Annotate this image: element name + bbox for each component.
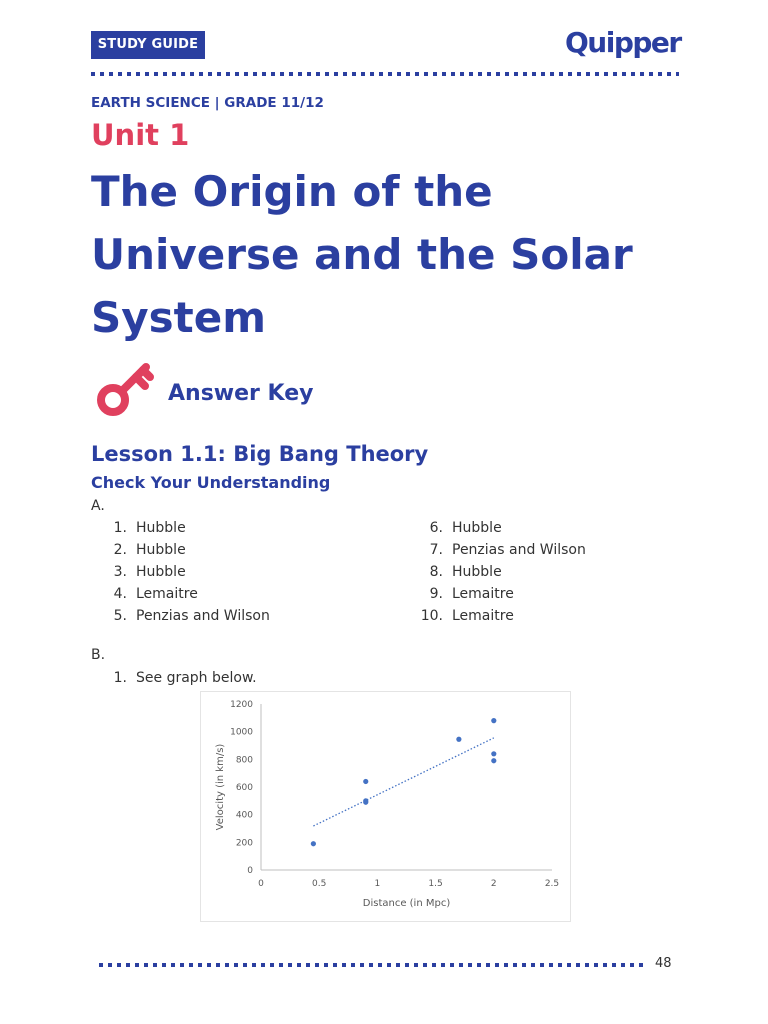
item-text: Lemaitre xyxy=(452,608,514,624)
section-a-label: A. xyxy=(91,498,105,514)
list-item: 1. Hubble xyxy=(103,517,270,539)
section-b-label: B. xyxy=(91,647,106,663)
lesson-heading: Lesson 1.1: Big Bang Theory xyxy=(91,442,429,466)
x-tick-label: 1 xyxy=(375,879,381,889)
list-item: 5. Penzias and Wilson xyxy=(103,605,270,627)
item-number: 3. xyxy=(113,564,127,580)
item-text: Hubble xyxy=(136,542,186,558)
data-point xyxy=(491,751,497,757)
x-tick-labels: 0 0.5 1 1.5 2 2.5 xyxy=(258,879,559,889)
scatter-plot: 0 0.5 1 1.5 2 2.5 0 200 400 600 800 1000 1200 Dista… xyxy=(215,700,559,909)
data-point xyxy=(310,841,316,847)
check-understanding-heading: Check Your Understanding xyxy=(91,473,331,492)
y-tick-label: 1000 xyxy=(230,728,253,738)
item-number: 7. xyxy=(429,542,443,558)
item-number: 5. xyxy=(113,608,127,624)
item-text: Lemaitre xyxy=(452,586,514,602)
study-guide-badge: STUDY GUIDE xyxy=(91,31,205,59)
page-number: 48 xyxy=(655,956,672,971)
y-tick-label: 600 xyxy=(236,783,253,793)
list-item: 4. Lemaitre xyxy=(103,583,270,605)
list-item: 6. Hubble xyxy=(419,517,586,539)
y-axis-label: Velocity (in km/s) xyxy=(215,744,226,831)
x-tick-label: 0 xyxy=(258,879,264,889)
bottom-dotted-divider xyxy=(99,963,643,967)
item-text: Hubble xyxy=(452,564,502,580)
x-tick-label: 0.5 xyxy=(312,879,326,889)
y-tick-label: 800 xyxy=(236,755,253,765)
x-axis-label: Distance (in Mpc) xyxy=(363,898,451,909)
list-item: 3. Hubble xyxy=(103,561,270,583)
answers-left-list: 1. Hubble 2. Hubble 3. Hubble 4. Lemaitre 5.… xyxy=(103,517,270,627)
key-icon xyxy=(96,358,156,424)
item-number: 10. xyxy=(420,608,443,624)
y-tick-label: 200 xyxy=(236,838,253,848)
list-item: 1. See graph below. xyxy=(103,667,257,689)
y-tick-label: 0 xyxy=(247,866,253,876)
y-tick-label: 400 xyxy=(236,811,253,821)
item-text: Hubble xyxy=(136,564,186,580)
item-text: Hubble xyxy=(136,520,186,536)
item-text: See graph below. xyxy=(136,670,257,686)
trendline xyxy=(313,737,495,827)
answer-key-heading: Answer Key xyxy=(168,381,314,406)
item-number: 1. xyxy=(113,670,127,686)
data-point xyxy=(491,758,497,764)
data-point xyxy=(363,799,369,805)
page-title: The Origin of the Universe and the Solar… xyxy=(91,167,633,342)
item-text: Penzias and Wilson xyxy=(136,608,270,624)
item-text: Lemaitre xyxy=(136,586,198,602)
item-text: Hubble xyxy=(452,520,502,536)
list-item: 9. Lemaitre xyxy=(419,583,586,605)
x-tick-label: 2.5 xyxy=(545,879,559,889)
item-number: 6. xyxy=(429,520,443,536)
list-item: 10. Lemaitre xyxy=(419,605,586,627)
data-points xyxy=(310,718,497,847)
y-tick-label: 1200 xyxy=(230,700,253,710)
list-item: 7. Penzias and Wilson xyxy=(419,539,586,561)
unit-label: Unit 1 xyxy=(91,118,190,152)
list-item: 2. Hubble xyxy=(103,539,270,561)
answers-right-list: 6. Hubble 7. Penzias and Wilson 8. Hubble 9… xyxy=(419,517,586,627)
subject-grade-label: EARTH SCIENCE | GRADE 11/12 xyxy=(91,95,324,111)
item-number: 1. xyxy=(113,520,127,536)
quipper-logo: Quipper xyxy=(565,26,682,59)
data-point xyxy=(491,718,497,724)
data-point xyxy=(456,736,462,742)
item-text: Penzias and Wilson xyxy=(452,542,586,558)
top-dotted-divider xyxy=(91,72,679,76)
item-number: 2. xyxy=(113,542,127,558)
item-number: 9. xyxy=(429,586,443,602)
section-b-list: 1. See graph below. xyxy=(103,667,257,689)
x-tick-label: 2 xyxy=(491,879,497,889)
list-item: 8. Hubble xyxy=(419,561,586,583)
y-tick-labels: 0 200 400 600 800 1000 1200 xyxy=(230,700,253,876)
data-point xyxy=(363,778,369,785)
item-number: 4. xyxy=(113,586,127,602)
x-tick-label: 1.5 xyxy=(428,879,442,889)
item-number: 8. xyxy=(429,564,443,580)
hubble-chart: 0 0.5 1 1.5 2 2.5 0 200 400 600 800 1000 1200 Dista… xyxy=(200,691,571,922)
